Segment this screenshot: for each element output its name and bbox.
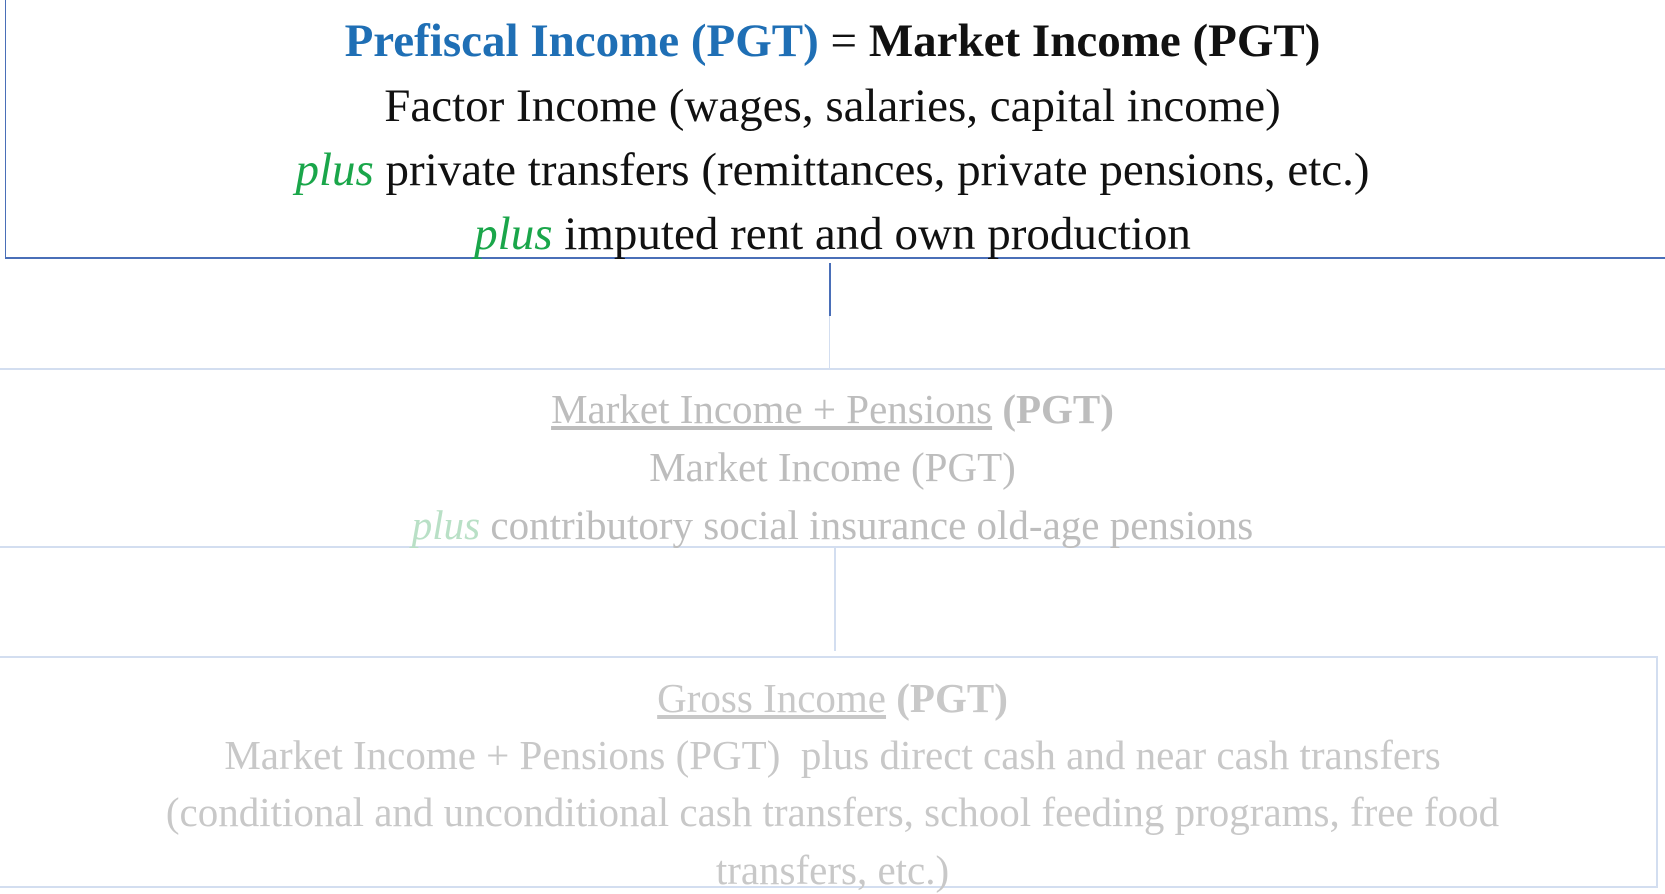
box-border xyxy=(0,546,1665,548)
text-line: plus imputed rent and own production xyxy=(0,211,1665,258)
heading: Market Income + Pensions (PGT) xyxy=(0,389,1665,430)
heading-text: Gross Income xyxy=(657,675,887,721)
text: Market Income + Pensions (PGT) plus dire… xyxy=(224,732,1441,778)
connector xyxy=(829,263,831,316)
equals: = xyxy=(830,15,858,67)
box-border xyxy=(0,656,1658,888)
heading-text: Market Income (PGT) xyxy=(868,15,1321,67)
text-line: plus private transfers (remittances, pri… xyxy=(0,147,1665,194)
text: imputed rent and own production xyxy=(564,208,1191,260)
plus: plus xyxy=(474,208,553,260)
plus: plus xyxy=(411,502,481,548)
text-line: Factor Income (wages, salaries, capital … xyxy=(0,83,1665,130)
text-line: plus contributory social insurance old-a… xyxy=(0,505,1665,546)
text-line: Market Income + Pensions (PGT) plus dire… xyxy=(0,735,1665,776)
box-border xyxy=(0,368,1665,370)
heading: Prefiscal Income (PGT) = Market Income (… xyxy=(0,18,1665,65)
heading-text: Market Income + Pensions xyxy=(551,386,993,432)
heading-text: (PGT) xyxy=(1002,386,1114,432)
text: private transfers (remittances, private … xyxy=(385,144,1370,196)
text-line: (conditional and unconditional cash tran… xyxy=(0,792,1665,833)
text: transfers, etc.) xyxy=(715,847,950,893)
text: contributory social insurance old-age pe… xyxy=(490,502,1254,548)
connector xyxy=(829,316,830,368)
text-line: transfers, etc.) xyxy=(0,850,1665,891)
box-border xyxy=(5,257,1665,259)
text: (conditional and unconditional cash tran… xyxy=(165,789,1500,835)
heading-text: (PGT) xyxy=(896,675,1008,721)
text-line: Market Income (PGT) xyxy=(0,447,1665,488)
connector xyxy=(834,548,836,651)
heading: Gross Income (PGT) xyxy=(0,678,1665,719)
box-border xyxy=(5,0,6,257)
plus: plus xyxy=(295,144,374,196)
heading-text: Prefiscal Income (PGT) xyxy=(344,15,819,67)
text: Market Income (PGT) xyxy=(649,444,1016,490)
text: Factor Income (wages, salaries, capital … xyxy=(384,80,1281,132)
